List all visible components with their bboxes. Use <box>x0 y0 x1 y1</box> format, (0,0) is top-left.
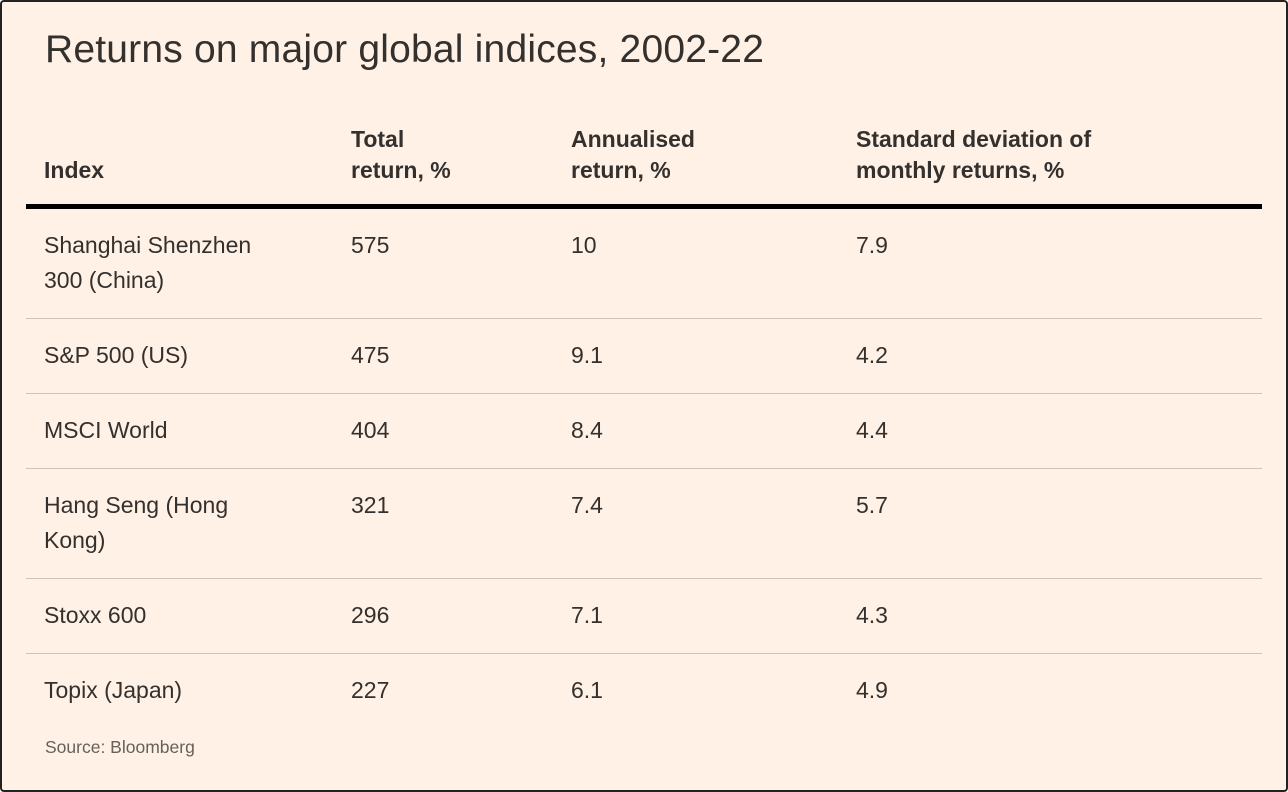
column-header-label: return, % <box>571 157 671 183</box>
chart-title: Returns on major global indices, 2002-22 <box>45 28 765 71</box>
column-header-total-return: Total return, % <box>351 124 571 186</box>
table-row: S&P 500 (US) 475 9.1 4.2 <box>26 319 1262 394</box>
cell-annualised-return: 8.4 <box>571 417 603 443</box>
column-header-label: Annualised <box>571 126 695 152</box>
card-content: Returns on major global indices, 2002-22… <box>2 28 1286 758</box>
column-header-label: Standard deviation of <box>856 126 1092 152</box>
cell-total-return: 321 <box>351 492 390 518</box>
cell-annualised-return: 6.1 <box>571 677 603 703</box>
cell-annualised-return: 7.1 <box>571 602 603 628</box>
index-name: S&P 500 (US) <box>44 342 189 368</box>
column-header-label: Index <box>44 157 105 183</box>
source-note: Source: Bloomberg <box>45 737 195 757</box>
cell-index: Stoxx 600 <box>26 598 351 633</box>
cell-std-deviation: 7.9 <box>856 232 888 258</box>
cell-annualised-return: 10 <box>571 232 597 258</box>
cell-total-return: 475 <box>351 342 390 368</box>
cell-std-deviation: 4.4 <box>856 417 888 443</box>
cell-index: S&P 500 (US) <box>26 338 351 373</box>
cell-total-return: 575 <box>351 232 390 258</box>
table-row: Shanghai Shenzhen 300 (China) 575 10 7.9 <box>26 209 1262 319</box>
table-row: Hang Seng (Hong Kong) 321 7.4 5.7 <box>26 469 1262 579</box>
index-name: MSCI World <box>44 417 168 443</box>
cell-index: MSCI World <box>26 413 351 448</box>
cell-annualised-return: 9.1 <box>571 342 603 368</box>
table-row: MSCI World 404 8.4 4.4 <box>26 394 1262 469</box>
cell-index: Topix (Japan) <box>26 673 351 708</box>
table-header-row: Index Total return, % Annualised return,… <box>26 124 1262 209</box>
table-body: Shanghai Shenzhen 300 (China) 575 10 7.9… <box>26 209 1262 728</box>
column-header-index: Index <box>26 155 351 186</box>
table-row: Stoxx 600 296 7.1 4.3 <box>26 579 1262 654</box>
index-name: Stoxx 600 <box>44 602 147 628</box>
index-name: Shanghai Shenzhen 300 (China) <box>44 232 252 293</box>
cell-annualised-return: 7.4 <box>571 492 603 518</box>
cell-total-return: 404 <box>351 417 390 443</box>
column-header-std-deviation: Standard deviation of monthly returns, % <box>856 124 1262 186</box>
cell-std-deviation: 5.7 <box>856 492 888 518</box>
cell-index: Shanghai Shenzhen 300 (China) <box>26 228 351 298</box>
cell-std-deviation: 4.3 <box>856 602 888 628</box>
column-header-label: return, % <box>351 157 451 183</box>
column-header-label: Total <box>351 126 405 152</box>
cell-total-return: 296 <box>351 602 390 628</box>
cell-std-deviation: 4.9 <box>856 677 888 703</box>
cell-std-deviation: 4.2 <box>856 342 888 368</box>
table-row: Topix (Japan) 227 6.1 4.9 <box>26 654 1262 728</box>
index-name: Topix (Japan) <box>44 677 183 703</box>
column-header-label: monthly returns, % <box>856 157 1065 183</box>
cell-total-return: 227 <box>351 677 390 703</box>
column-header-annualised-return: Annualised return, % <box>571 124 856 186</box>
cell-index: Hang Seng (Hong Kong) <box>26 488 351 558</box>
index-name: Hang Seng (Hong Kong) <box>44 492 229 553</box>
